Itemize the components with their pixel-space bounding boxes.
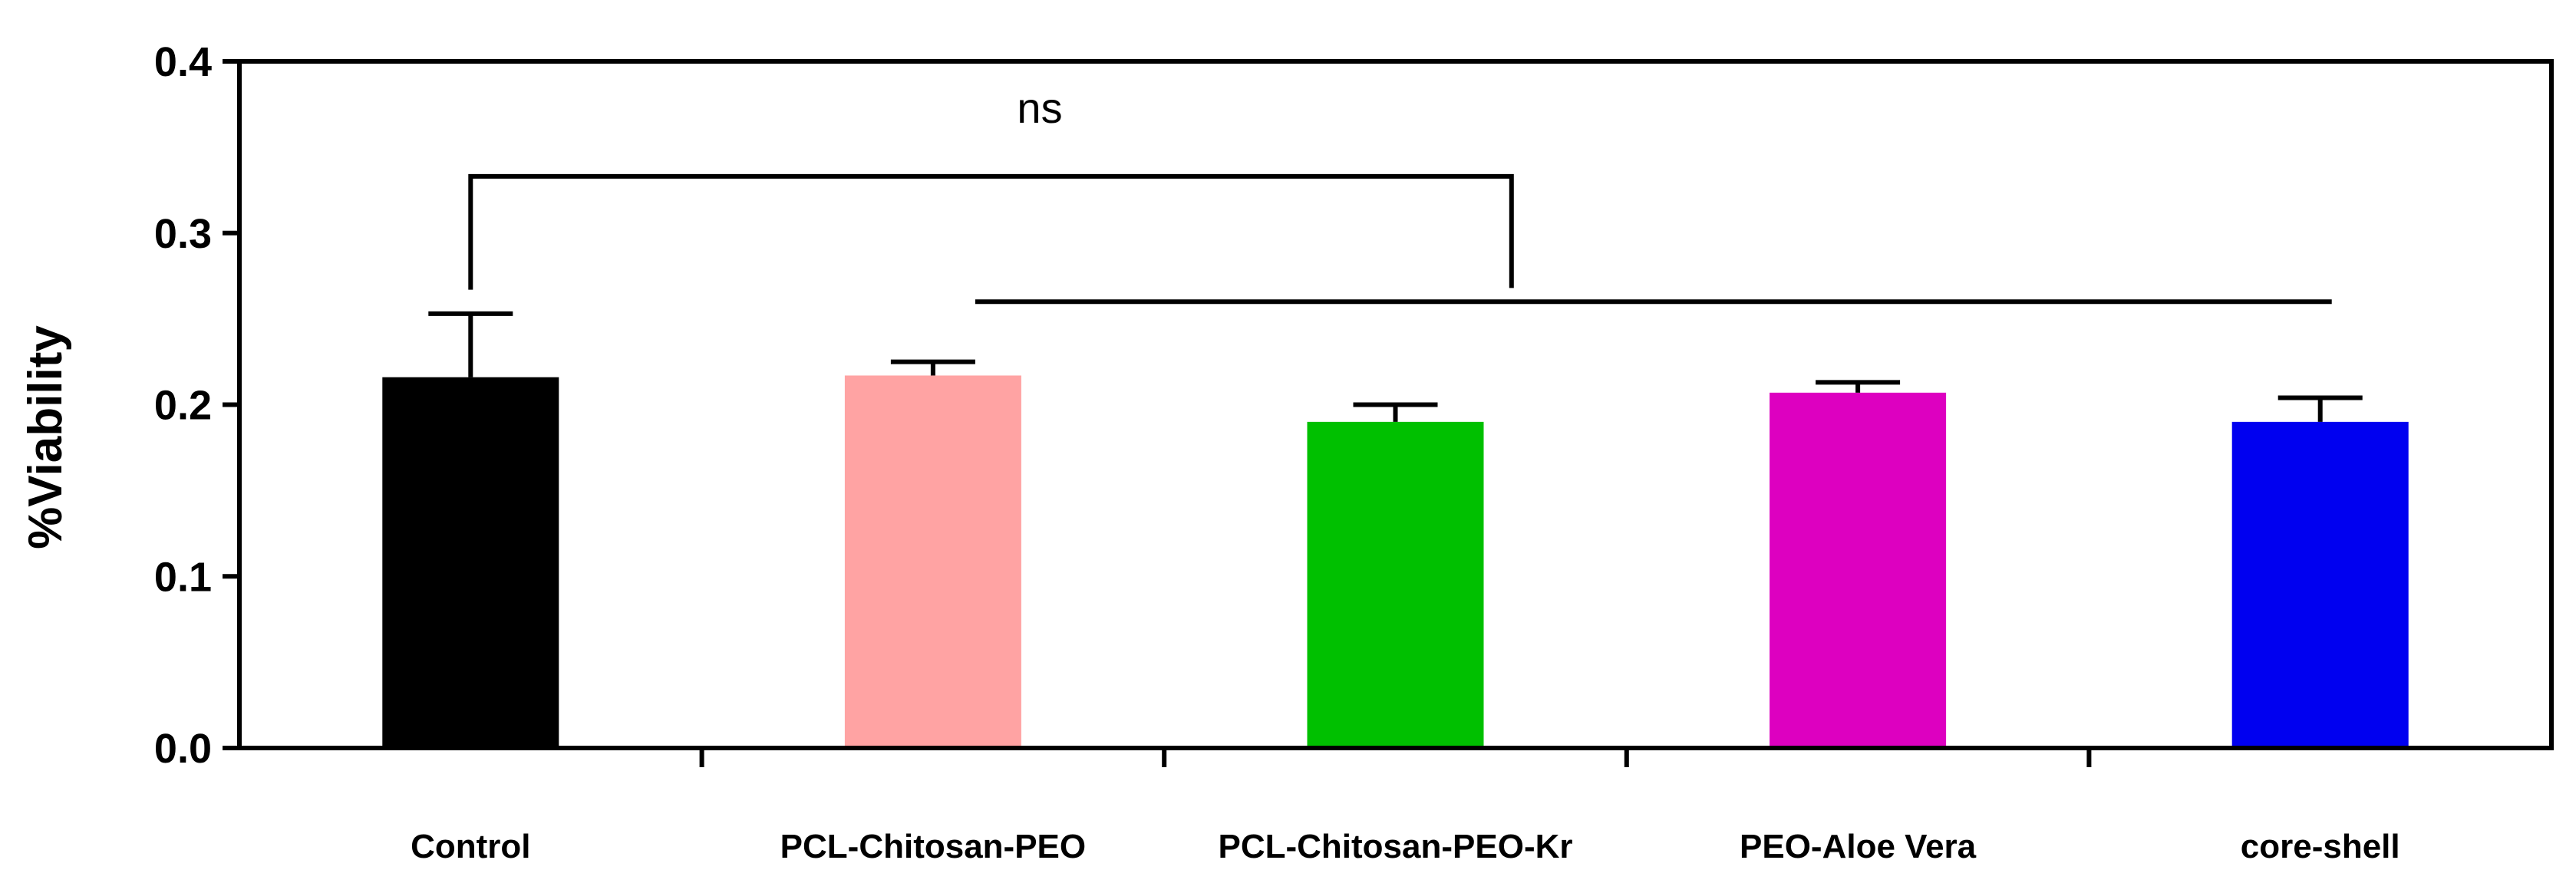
x-category-label-4: core-shell [2241,828,2400,865]
x-category-label-3: PEO-Aloe Vera [1740,828,1977,865]
x-category-label-2: PCL-Chitosan-PEO-Kr [1219,828,1573,865]
y-tick-label-0: 0.0 [154,726,212,772]
axes-group: 0.0 0.1 0.2 0.3 0.4 Control PCL-Chitosan-PEO PC… [154,39,2554,865]
bar-1 [844,375,1021,748]
y-tick-label-1: 0.1 [154,554,212,600]
significance-label: ns [1017,84,1062,132]
y-tick-label-3: 0.3 [154,211,212,257]
y-tick-label-2: 0.2 [154,383,212,429]
bar-3 [1770,392,1947,748]
bar-0 [382,377,559,748]
error-bars-group [428,311,2363,422]
bars-group [382,375,2409,748]
significance-annotation: ns [468,84,2332,305]
bar-2 [1307,421,1484,748]
x-category-label-1: PCL-Chitosan-PEO [780,828,1086,865]
x-category-label-0: Control [411,828,530,865]
y-axis-title: %Viability [19,325,72,549]
significance-bracket [468,173,1514,290]
y-tick-label-4: 0.4 [154,39,212,85]
bar-4 [2231,421,2409,748]
